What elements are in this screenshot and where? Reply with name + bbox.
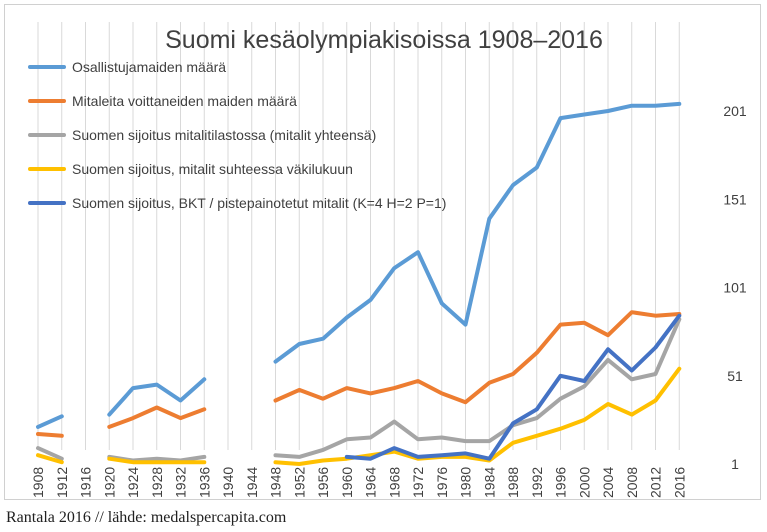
x-tick-label: 1940	[220, 467, 236, 498]
series-line	[273, 101, 682, 364]
x-tick-labels: 1908 1912 1916 1920 1924 1928 1932 1936 1940 1944…	[30, 467, 687, 498]
x-tick-label: 1972	[410, 467, 426, 498]
series-line	[107, 456, 207, 465]
series-line	[36, 432, 64, 438]
x-tick-label: 1948	[268, 467, 284, 498]
series-line	[36, 414, 64, 429]
x-tick-label: 1944	[244, 467, 260, 498]
legend-label: Mitaleita voittaneiden maiden määrä	[72, 93, 297, 109]
x-tick-label: 1932	[173, 467, 189, 498]
x-tick-label: 1996	[553, 467, 569, 498]
x-tick-label: 1920	[101, 467, 117, 498]
source-note: Rantala 2016 // lähde: medalspercapita.c…	[6, 509, 287, 526]
x-tick-label: 2012	[648, 467, 664, 498]
legend-label: Suomen sijoitus, BKT / pistepainotetut m…	[72, 195, 446, 211]
x-tick-label: 2016	[671, 467, 687, 498]
series-line	[36, 453, 64, 465]
legend-label: Suomen sijoitus, mitalit suhteessa väkil…	[72, 161, 353, 177]
series-line	[36, 446, 64, 461]
x-tick-label: 2004	[600, 467, 616, 498]
legend-label: Osallistujamaiden määrä	[72, 59, 226, 75]
x-tick-label: 1976	[434, 467, 450, 498]
x-tick-label: 2008	[624, 467, 640, 498]
x-tick-label: 1984	[481, 467, 497, 498]
legend: Osallistujamaiden määrä Mitaleita voittan…	[28, 59, 446, 211]
gridlines	[37, 22, 680, 450]
series-lines	[36, 101, 682, 466]
y-tick-label: 201	[723, 103, 747, 119]
x-tick-label: 1992	[529, 467, 545, 498]
x-tick-label: 2000	[576, 467, 592, 498]
x-tick-label: 1912	[54, 467, 70, 498]
y-tick-label: 51	[727, 368, 743, 384]
x-tick-label: 1916	[78, 467, 94, 498]
x-tick-label: 1936	[196, 467, 212, 498]
x-tick-label: 1968	[386, 467, 402, 498]
y-tick-label: 101	[723, 280, 747, 296]
x-tick-label: 1960	[339, 467, 355, 498]
series-line	[107, 377, 207, 417]
x-tick-label: 1988	[505, 467, 521, 498]
y-tick-label: 151	[723, 191, 747, 207]
x-tick-label: 1952	[291, 467, 307, 498]
series-line	[273, 317, 682, 459]
series-line	[273, 366, 682, 466]
x-tick-label: 1956	[315, 467, 331, 498]
legend-label: Suomen sijoitus mitalitilastossa (mitali…	[72, 127, 376, 143]
y-tick-label: 1	[731, 456, 739, 472]
series-line	[344, 313, 682, 461]
x-tick-label: 1964	[363, 467, 379, 498]
series-line	[107, 405, 207, 429]
chart-title: Suomi kesäolympiakisoissa 1908–2016	[165, 26, 603, 54]
x-tick-label: 1980	[458, 467, 474, 498]
x-tick-label: 1924	[125, 467, 141, 498]
x-tick-label: 1908	[30, 467, 46, 498]
x-tick-label: 1928	[149, 467, 165, 498]
series-line	[273, 310, 682, 405]
